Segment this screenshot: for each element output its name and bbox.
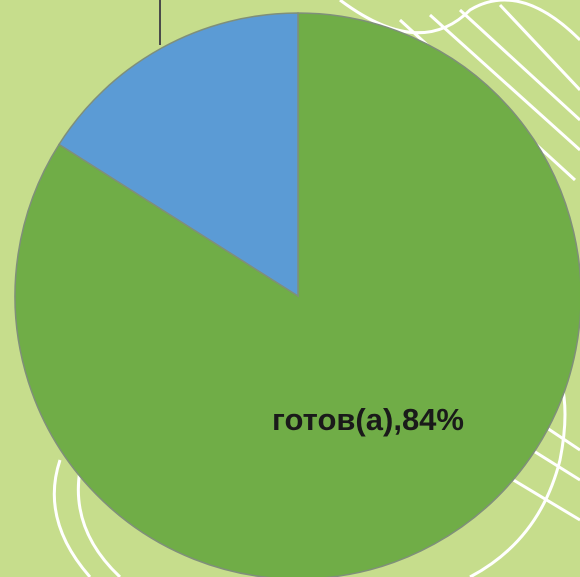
value-label: ,84% xyxy=(393,402,464,437)
chart: готов(а),84% xyxy=(0,0,580,577)
pie xyxy=(15,13,580,577)
category-label: готов(а) xyxy=(272,402,393,437)
data-label: готов(а),84% xyxy=(272,402,464,437)
